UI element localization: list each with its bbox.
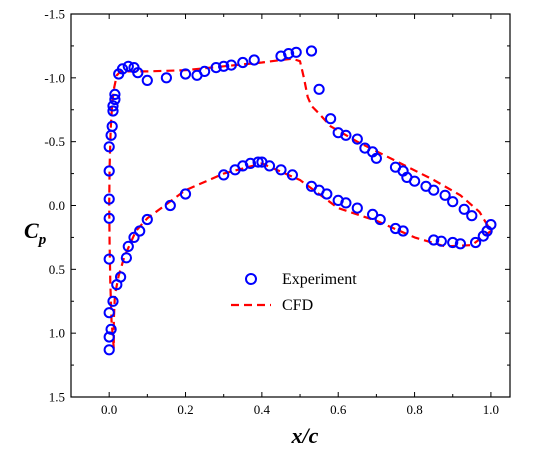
experiment-point [120, 252, 133, 264]
experiment-point [141, 213, 153, 226]
experiment-point [447, 236, 459, 249]
legend: Experiment CFD [231, 271, 357, 314]
experiment-point [367, 208, 379, 220]
legend-label-experiment: Experiment [282, 271, 357, 288]
experiment-point [128, 231, 140, 243]
y-tick-label: -1.5 [44, 7, 65, 22]
experiment-point [428, 234, 440, 246]
experiment-point [340, 129, 352, 141]
experiment-point [275, 164, 287, 176]
experiment-point [244, 157, 256, 169]
experiment-point [199, 65, 211, 78]
experiment-point [116, 63, 129, 75]
experiment-point [286, 169, 298, 181]
experiment-point [160, 72, 172, 84]
y-tick-label: 1.0 [49, 326, 65, 341]
experiment-point [107, 105, 119, 117]
experiment-point [370, 152, 382, 164]
experiment-point [103, 331, 115, 343]
experiment-point [283, 48, 295, 60]
experiment-point [305, 45, 318, 57]
experiment-point [107, 295, 119, 307]
experiment-point [103, 344, 115, 356]
experiment-point [485, 219, 497, 231]
experiment-point [237, 56, 249, 69]
experiment-point [179, 68, 192, 80]
x-tick-label: 0.6 [330, 402, 347, 417]
x-tick-label: 0.0 [101, 402, 117, 417]
legend-marker-experiment [245, 273, 257, 285]
y-tick-label: 0.0 [49, 198, 65, 213]
x-tick-label: 0.2 [177, 402, 193, 417]
experiment-point [109, 93, 121, 106]
x-tick-label: 0.8 [406, 402, 422, 417]
experiment-point [466, 210, 478, 222]
experiment-point [447, 196, 459, 208]
x-axis-ticks: 0.0 0.2 0.4 0.6 0.8 1.0 [70, 14, 499, 417]
experiment-point [409, 175, 421, 187]
y-axis-title-main: C [24, 218, 39, 243]
y-axis-title-subscript: p [37, 232, 47, 248]
experiment-point [103, 141, 115, 153]
experiment-point [458, 203, 470, 215]
experiment-point [164, 199, 176, 212]
y-tick-label: 1.5 [49, 390, 65, 405]
series-layer [103, 45, 497, 356]
experiment-point [132, 67, 144, 79]
experiment-point [290, 46, 302, 58]
experiment-point [374, 213, 386, 226]
y-tick-label: 0.5 [49, 262, 65, 277]
experiment-point [454, 238, 466, 250]
experiment-point [115, 271, 127, 283]
experiment-point [210, 62, 222, 74]
experiment-point [397, 225, 409, 237]
experiment-point [106, 120, 118, 132]
experiment-point [435, 235, 447, 247]
experiment-point [109, 88, 121, 101]
x-axis-title: x/c [291, 423, 319, 448]
experiment-point [103, 165, 115, 177]
experiment-point [428, 184, 440, 196]
experiment-point [470, 236, 482, 249]
y-axis-title: Cp [24, 218, 47, 248]
experiment-point [325, 113, 337, 125]
experiment-point [340, 197, 352, 209]
experiment-point [263, 160, 276, 172]
experiment-point [321, 188, 333, 200]
y-tick-label: -1.0 [44, 70, 65, 85]
x-tick-label: 1.0 [483, 402, 499, 417]
experiment-point [103, 193, 115, 205]
experiment-point [103, 307, 115, 319]
experiment-point [103, 253, 115, 265]
experiment-point [141, 74, 153, 87]
y-tick-label: -0.5 [44, 134, 65, 149]
experiment-point [103, 212, 115, 224]
experiment-point [248, 54, 260, 66]
experiment-point [122, 240, 134, 252]
experiment-point [351, 133, 363, 145]
experiment-point [439, 189, 451, 201]
experiment-point [313, 83, 325, 95]
experiment-point [122, 60, 134, 72]
legend-label-cfd: CFD [282, 297, 313, 314]
experiment-point [179, 188, 192, 200]
y-axis-ticks: -1.5 -1.0 -0.5 0.0 0.5 1.0 1.5 [44, 7, 510, 405]
experiment-point [351, 202, 363, 214]
experiment-point [105, 323, 117, 335]
experiment-point [218, 169, 230, 181]
experiment-point [252, 156, 264, 168]
experiment-point [134, 225, 146, 237]
experiment-point [218, 60, 230, 72]
experiment-point [107, 100, 119, 112]
experiment-point [225, 59, 237, 71]
x-tick-label: 0.4 [254, 402, 271, 417]
